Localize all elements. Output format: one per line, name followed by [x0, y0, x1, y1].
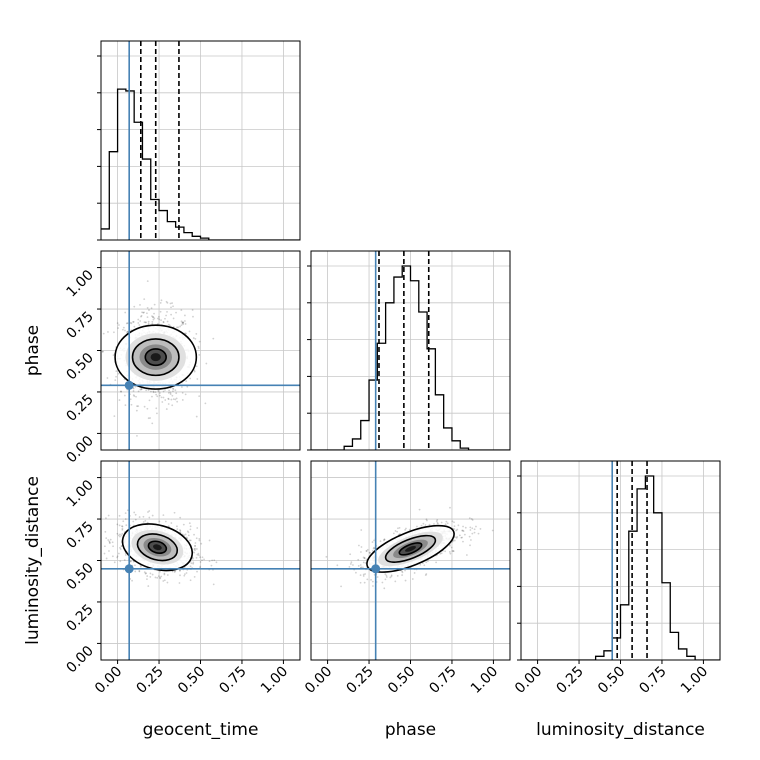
hist-panel-geocent_time: [97, 41, 300, 241]
contour-level-5: [153, 544, 162, 551]
yaxis-label-phase: phase: [23, 325, 43, 376]
xtick-label-luminosity_distance-3: 0.75: [636, 664, 669, 697]
ytick-label-phase-1: 0.25: [63, 391, 96, 424]
histogram-geocent_time: [101, 88, 300, 240]
xtick-label-luminosity_distance-0: 0.00: [512, 664, 545, 697]
ytick-label-luminosity_distance-0: 0.00: [63, 643, 96, 676]
xaxis-label-geocent_time: geocent_time: [143, 720, 259, 740]
xtick-label-phase-4: 1.00: [468, 664, 501, 697]
truth-point-phase-luminosity_distance: [371, 564, 381, 574]
xtick-label-phase-1: 0.25: [344, 664, 377, 697]
hist-phase-frame: [310, 250, 511, 451]
hist-panel-phase: [307, 251, 510, 451]
density-phase-luminosity_distance: [366, 524, 455, 573]
xaxis-label-phase: phase: [385, 720, 436, 740]
xtick-label-luminosity_distance-4: 1.00: [678, 664, 711, 697]
hist-panel-luminosity_distance: [517, 461, 720, 661]
xtick-label-geocent_time-4: 1.00: [258, 664, 291, 697]
histogram-phase: [311, 265, 510, 450]
contour-level-5: [405, 545, 416, 552]
ytick-label-phase-4: 1.00: [63, 267, 96, 300]
ytick-label-luminosity_distance-1: 0.25: [63, 601, 96, 634]
yaxis-label-luminosity_distance: luminosity_distance: [23, 476, 43, 645]
xtick-label-phase-0: 0.00: [302, 664, 335, 697]
xtick-label-phase-2: 0.50: [385, 664, 418, 697]
xtick-label-geocent_time-2: 0.50: [175, 664, 208, 697]
ytick-label-luminosity_distance-2: 0.50: [63, 560, 96, 593]
xtick-label-geocent_time-0: 0.00: [92, 664, 125, 697]
hist-geocent_time-frame: [100, 40, 301, 241]
scatter-panel-geocent_time-phase: [101, 251, 300, 450]
histogram-luminosity_distance: [521, 475, 720, 660]
xtick-label-geocent_time-1: 0.25: [134, 664, 167, 697]
truth-point-geocent_time-phase: [124, 380, 134, 390]
ytick-label-luminosity_distance-4: 1.00: [63, 477, 96, 510]
scatter-panel-geocent_time-luminosity_distance: [101, 461, 300, 660]
xtick-label-luminosity_distance-1: 0.25: [554, 664, 587, 697]
contour-level-5: [150, 353, 161, 362]
truth-point-geocent_time-luminosity_distance: [124, 564, 134, 574]
ytick-label-luminosity_distance-3: 0.75: [63, 519, 96, 552]
density-geocent_time-luminosity_distance: [121, 523, 194, 572]
scatter-panel-phase-luminosity_distance: [311, 461, 510, 660]
xaxis-label-luminosity_distance: luminosity_distance: [536, 720, 705, 740]
ytick-label-phase-3: 0.75: [63, 309, 96, 342]
ytick-label-phase-0: 0.00: [63, 433, 96, 466]
density-geocent_time-phase: [114, 324, 198, 390]
xtick-label-phase-3: 0.75: [426, 664, 459, 697]
ytick-label-phase-2: 0.50: [63, 350, 96, 383]
xtick-label-luminosity_distance-2: 0.50: [595, 664, 628, 697]
xtick-label-geocent_time-3: 0.75: [216, 664, 249, 697]
